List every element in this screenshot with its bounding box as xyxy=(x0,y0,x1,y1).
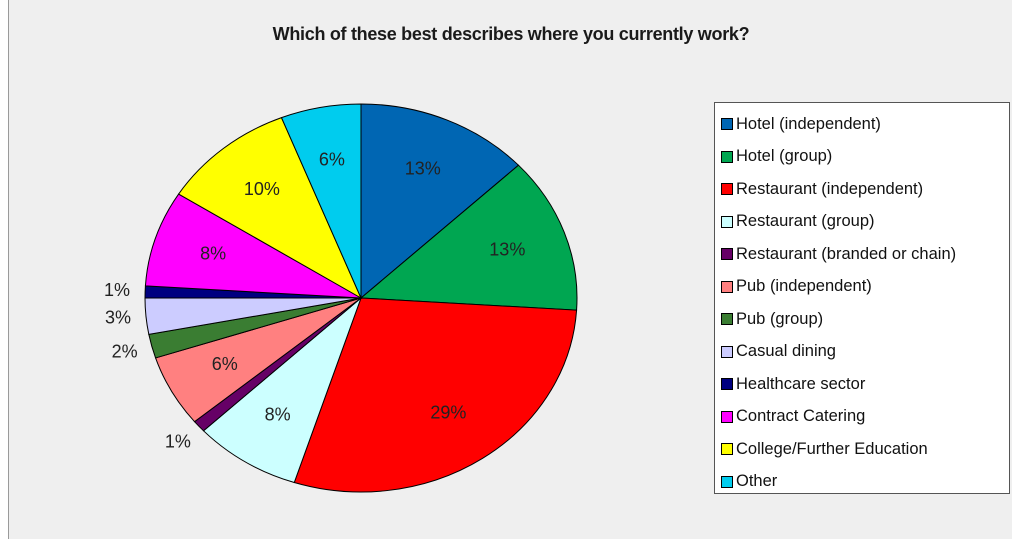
legend-swatch xyxy=(721,248,733,261)
legend-label: Hotel (independent) xyxy=(736,114,881,133)
legend-swatch xyxy=(721,183,733,196)
legend-label: Healthcare sector xyxy=(736,374,866,393)
legend-item-college-further-education: College/Further Education xyxy=(715,433,1009,466)
data-label-other: 6% xyxy=(319,150,345,170)
legend-item-hotel-group: Hotel (group) xyxy=(715,141,1009,174)
legend-label: College/Further Education xyxy=(736,439,928,458)
legend-label: Pub (group) xyxy=(736,309,824,328)
pie-slice-hotel-group xyxy=(359,164,578,311)
data-label-hotel-group: 13% xyxy=(489,239,525,259)
data-label-college-further-education: 10% xyxy=(244,179,280,199)
pie-slice-contract-catering xyxy=(144,193,362,299)
pie-slice-other xyxy=(280,103,362,299)
legend-swatch xyxy=(721,410,733,423)
pie-slice-college-further-education xyxy=(177,116,363,300)
legend-swatch xyxy=(721,345,733,358)
legend-item-pub-group: Pub (group) xyxy=(715,303,1009,336)
data-label-pub-independent: 6% xyxy=(212,354,238,374)
legend-label: Other xyxy=(736,472,778,491)
legend-label: Contract Catering xyxy=(736,407,866,426)
legend-swatch xyxy=(721,280,733,293)
pie-slice-restaurant-group xyxy=(202,296,363,484)
legend-item-other: Other xyxy=(715,466,1009,499)
legend-label: Restaurant (independent) xyxy=(736,179,924,198)
data-label-hotel-independent: 13% xyxy=(405,159,441,179)
data-label-healthcare-sector: 1% xyxy=(104,280,130,300)
legend-label: Hotel (group) xyxy=(736,147,833,166)
legend-item-pub-independent: Pub (independent) xyxy=(715,271,1009,304)
legend-label: Pub (independent) xyxy=(736,277,872,296)
data-label-restaurant-independent: 29% xyxy=(430,402,466,422)
legend-item-contract-catering: Contract Catering xyxy=(715,401,1009,434)
legend-swatch xyxy=(721,475,733,488)
legend-item-restaurant-branded-or-chain: Restaurant (branded or chain) xyxy=(715,238,1009,271)
legend-item-restaurant-group: Restaurant (group) xyxy=(715,206,1009,239)
legend-swatch xyxy=(721,443,733,456)
data-label-contract-catering: 8% xyxy=(200,244,226,264)
pie-chart: 13% 13% 29% 8% 1% 6% 2% 3% 1% 8% 10% 6% xyxy=(104,103,578,493)
chart-legend: Hotel (independent) Hotel (group) Restaura… xyxy=(714,102,1010,494)
chart-area: Which of these best describes where you … xyxy=(8,0,1012,539)
legend-swatch xyxy=(721,313,733,326)
data-label-pub-group: 2% xyxy=(112,341,138,361)
legend-label: Casual dining xyxy=(736,342,836,361)
legend-item-hotel-independent: Hotel (independent) xyxy=(715,108,1009,141)
data-label-casual-dining: 3% xyxy=(105,307,131,327)
legend-swatch xyxy=(721,150,733,163)
legend-item-casual-dining: Casual dining xyxy=(715,336,1009,369)
data-label-restaurant-branded-or-chain: 1% xyxy=(165,432,191,452)
legend-swatch xyxy=(721,215,733,228)
legend-swatch xyxy=(721,118,733,131)
legend-label: Restaurant (group) xyxy=(736,212,875,231)
data-label-restaurant-group: 8% xyxy=(265,405,291,425)
legend-item-healthcare-sector: Healthcare sector xyxy=(715,368,1009,401)
pie-slice-hotel-independent xyxy=(360,103,520,300)
legend-label: Restaurant (branded or chain) xyxy=(736,244,957,263)
legend-item-restaurant-independent: Restaurant (independent) xyxy=(715,173,1009,206)
chart-title: Which of these best describes where you … xyxy=(272,24,750,44)
legend-swatch xyxy=(721,378,733,391)
pie-slice-restaurant-independent xyxy=(293,297,578,493)
